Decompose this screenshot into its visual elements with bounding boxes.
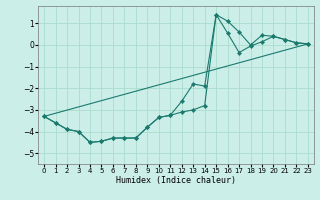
X-axis label: Humidex (Indice chaleur): Humidex (Indice chaleur)	[116, 176, 236, 185]
